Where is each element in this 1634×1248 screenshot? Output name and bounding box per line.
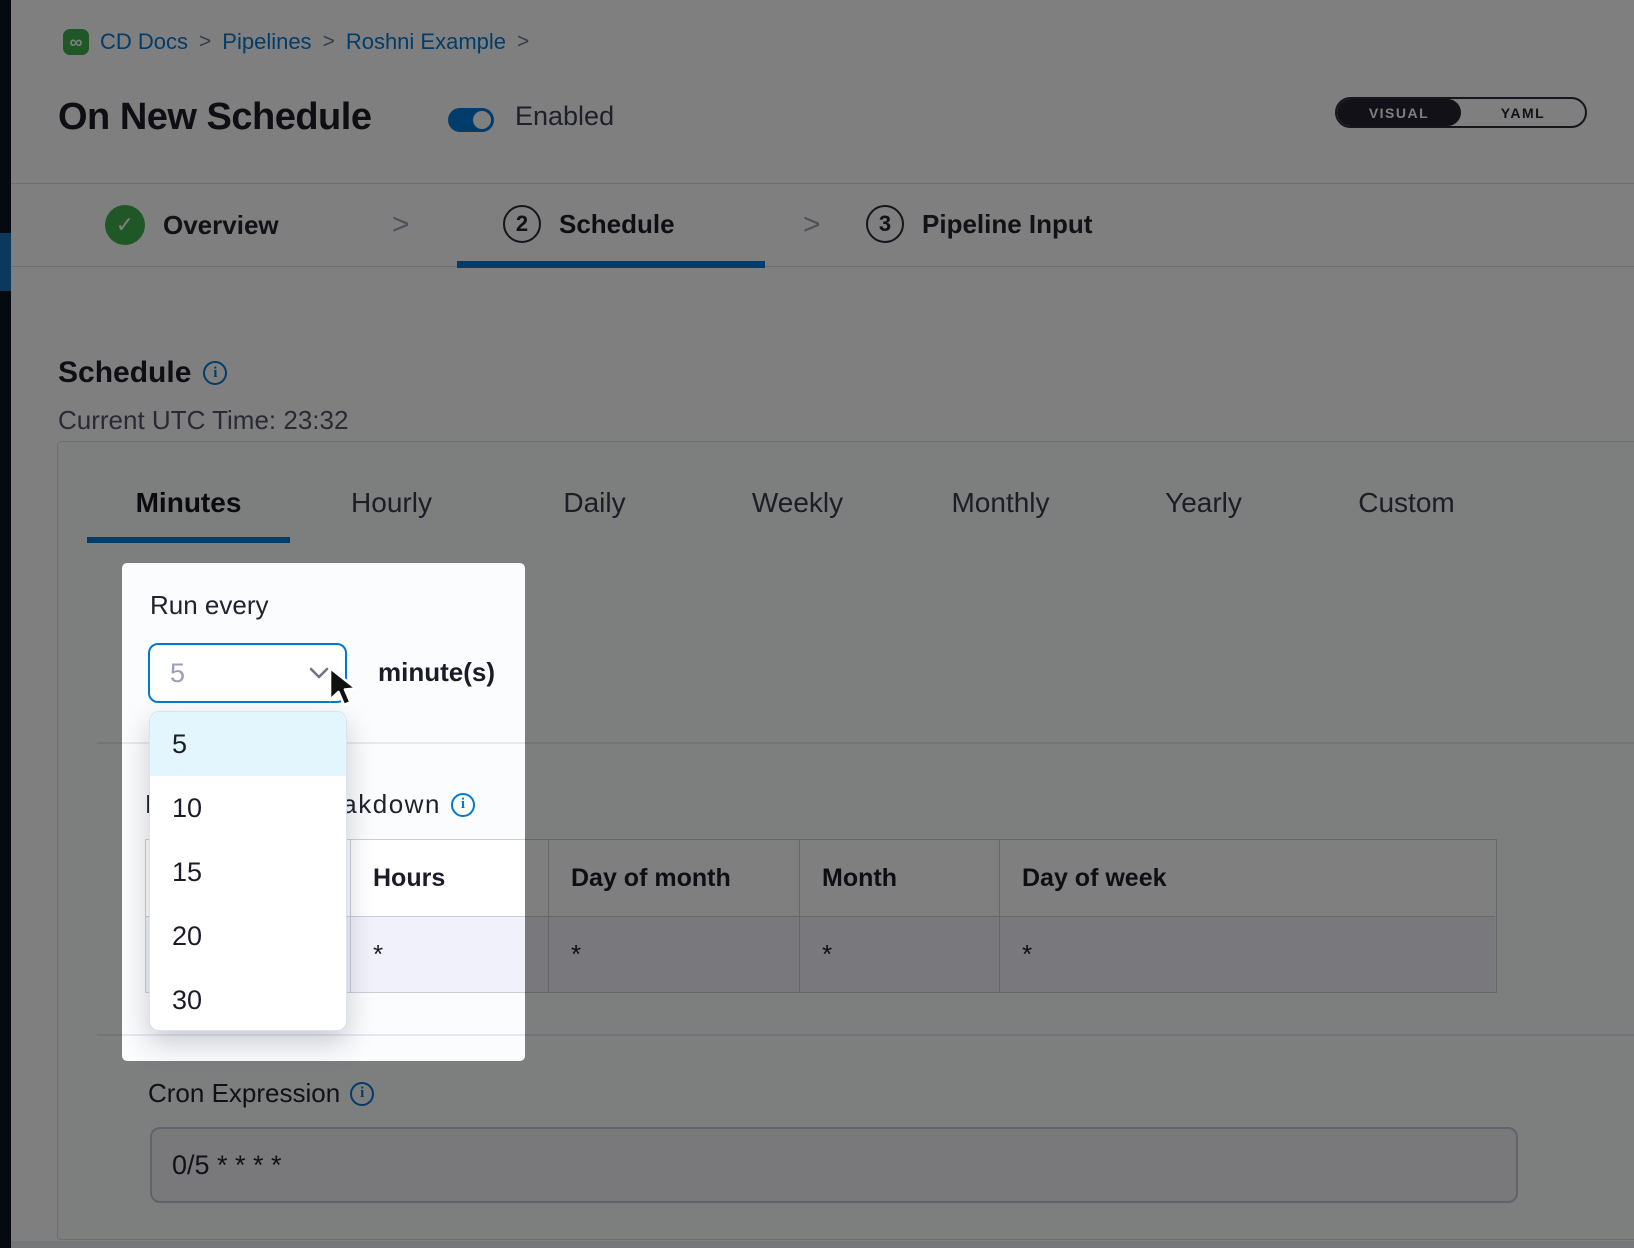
dropdown-option-30[interactable]: 30 [172,984,203,1015]
info-icon[interactable]: i [350,1081,375,1106]
dropdown-option-5[interactable]: 5 [150,712,346,776]
column-header-day-of-week: Day of week [1000,840,1495,917]
table-cell: * [549,917,800,992]
yaml-tab[interactable]: YAML [1500,104,1546,121]
cron-expression-text: Cron Expression [148,1078,341,1108]
enabled-label: Enabled [515,101,615,131]
chevron-right-icon: > [322,30,335,53]
dropdown-option-15[interactable]: 15 [172,856,203,887]
dropdown-option-20[interactable]: 20 [172,920,203,951]
tab-yearly[interactable]: Yearly [1165,487,1242,518]
breadcrumb-link-pipelines[interactable]: Pipelines [222,29,312,54]
visual-yaml-toggle: VISUAL YAML [1335,97,1587,128]
step-pipeline-input-label: Pipeline Input [922,208,1093,239]
breadcrumb-link-cd-docs[interactable]: CD Docs [100,29,189,54]
column-header-month: Month [800,840,1000,917]
page-background-strip [11,1241,1634,1248]
tab-hourly[interactable]: Hourly [351,487,432,518]
section-title: Schedule [58,356,192,389]
column-header-hours: Hours [351,840,549,917]
step-overview-label: Overview [163,209,279,240]
left-nav-rail [0,0,11,1248]
expression-breakdown-table: Hours Day of month Month Day of week * *… [145,839,1497,993]
minutes-unit-label: minute(s) [378,657,495,687]
tab-minutes[interactable]: Minutes [135,487,242,518]
table-cell: * [351,917,549,992]
tab-custom[interactable]: Custom [1358,487,1455,518]
cd-module-icon: ∞ [63,29,89,55]
active-step-underline [457,261,765,268]
schedule-section-heading: Schedule i [58,356,228,390]
current-utc-time: Current UTC Time: 23:32 [58,405,349,435]
step-number-badge: 2 [503,205,541,243]
tab-monthly[interactable]: Monthly [951,487,1050,518]
enabled-toggle[interactable] [448,108,494,132]
stepbar-top-border [11,183,1634,184]
chevron-right-icon: > [199,30,212,53]
step-number-badge: 3 [866,205,904,243]
chevron-right-icon: > [803,208,821,241]
chevron-right-icon: > [392,208,410,241]
step-overview[interactable]: ✓ Overview [105,205,279,245]
mouse-cursor-icon [328,666,358,707]
stepbar-bottom-border [11,266,1634,267]
cron-expression-label: Cron Expression i [148,1078,375,1109]
info-icon[interactable]: i [450,792,475,817]
minutes-interval-select[interactable]: 5 [148,643,347,703]
frequency-tabs: Minutes Hourly Daily Weekly Monthly Year… [87,480,1508,526]
dropdown-option-10[interactable]: 10 [172,792,203,823]
tab-weekly[interactable]: Weekly [751,487,844,518]
breadcrumb: ∞ CD Docs > Pipelines > Roshni Example > [63,29,529,55]
check-icon: ✓ [105,205,145,245]
active-tab-underline [87,537,290,543]
table-cell: * [800,917,1000,992]
toggle-knob [473,111,491,129]
table-row: * * * * [146,917,1496,992]
table-header-row: Hours Day of month Month Day of week [146,840,1496,917]
column-header-day-of-month: Day of month [549,840,800,917]
chevron-right-icon: > [517,30,530,53]
page-title: On New Schedule [58,96,372,138]
section-divider [97,1034,1634,1036]
section-divider [97,742,1634,744]
visual-tab[interactable]: VISUAL [1337,99,1461,126]
minutes-dropdown-menu: 5 10 15 20 30 [149,711,347,1031]
chevron-down-icon [309,667,329,679]
selected-value: 5 [170,657,186,688]
run-every-label: Run every [150,590,269,620]
info-icon[interactable]: i [203,361,228,385]
step-schedule[interactable]: 2 Schedule [503,205,675,243]
cron-expression-input[interactable] [150,1127,1518,1203]
step-pipeline-input[interactable]: 3 Pipeline Input [866,205,1092,243]
table-cell: * [1000,917,1495,992]
breadcrumb-link-pipeline-name[interactable]: Roshni Example [345,29,507,54]
tab-daily[interactable]: Daily [563,487,626,518]
step-schedule-label: Schedule [559,208,675,239]
left-nav-active-indicator [0,233,11,291]
